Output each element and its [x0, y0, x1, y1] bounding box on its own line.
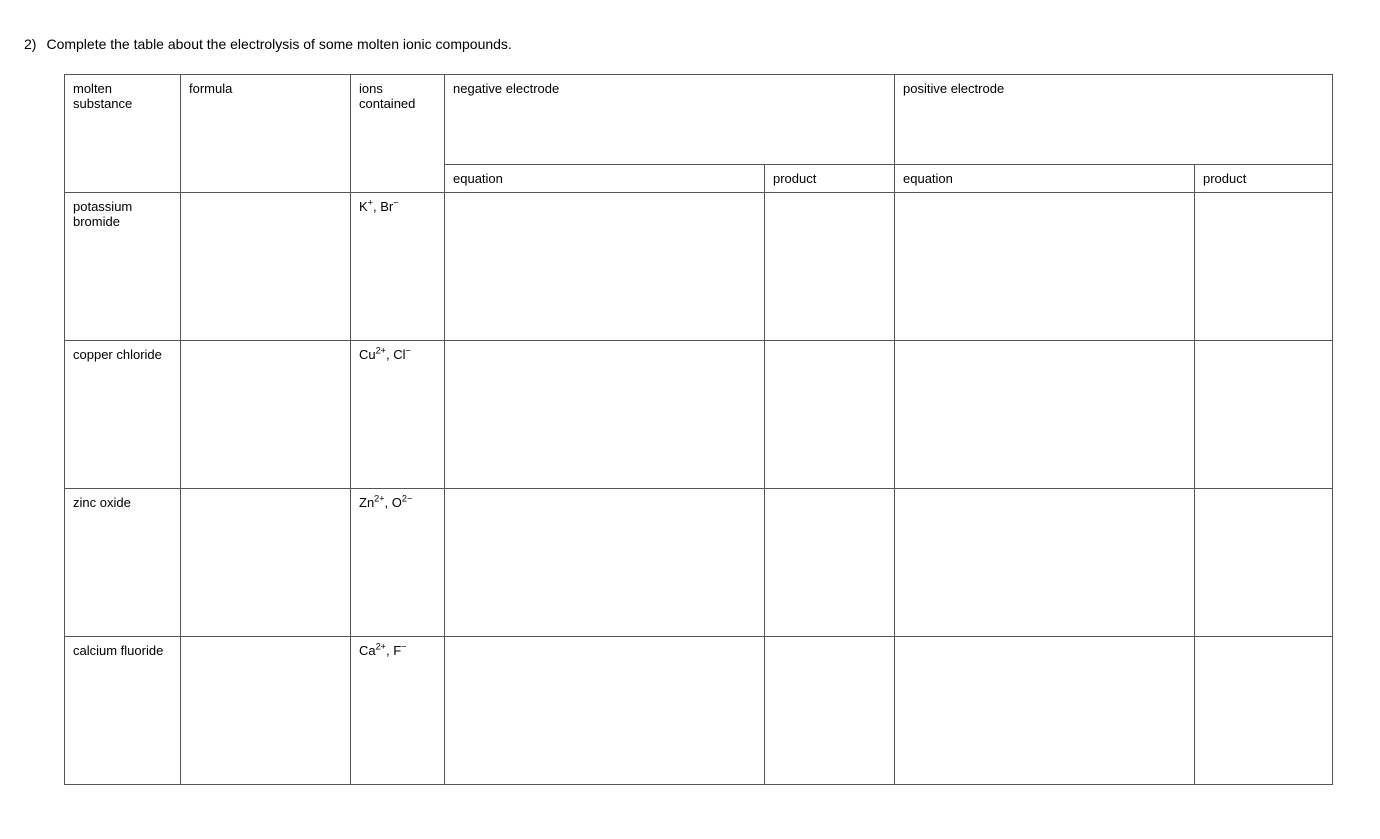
cell-substance: copper chloride — [65, 341, 181, 489]
cell-pos-product[interactable] — [1195, 489, 1333, 637]
col-header-pos-equation: equation — [895, 165, 1195, 193]
cell-neg-equation[interactable] — [445, 637, 765, 785]
cell-neg-equation[interactable] — [445, 341, 765, 489]
col-header-neg-equation: equation — [445, 165, 765, 193]
cell-neg-equation[interactable] — [445, 489, 765, 637]
worksheet-page: 2) Complete the table about the electrol… — [0, 0, 1380, 809]
cell-neg-equation[interactable] — [445, 193, 765, 341]
cell-formula[interactable] — [181, 637, 351, 785]
electrolysis-table: molten substance formula ions contained … — [64, 74, 1333, 785]
question-text: Complete the table about the electrolysi… — [46, 36, 511, 52]
question-number: 2) — [24, 36, 36, 52]
cell-neg-product[interactable] — [765, 193, 895, 341]
cell-pos-equation[interactable] — [895, 193, 1195, 341]
cell-formula[interactable] — [181, 341, 351, 489]
cell-pos-equation[interactable] — [895, 637, 1195, 785]
cell-neg-product[interactable] — [765, 341, 895, 489]
question-prompt: 2) Complete the table about the electrol… — [24, 36, 1356, 52]
cell-pos-product[interactable] — [1195, 193, 1333, 341]
col-header-ions-contained: ions contained — [351, 75, 445, 193]
table-header-row-top: molten substance formula ions contained … — [65, 75, 1333, 165]
table-row: copper chloride Cu2+, Cl− — [65, 341, 1333, 489]
col-header-neg-product: product — [765, 165, 895, 193]
col-header-pos-product: product — [1195, 165, 1333, 193]
cell-substance: potassium bromide — [65, 193, 181, 341]
cell-pos-product[interactable] — [1195, 637, 1333, 785]
cell-pos-equation[interactable] — [895, 489, 1195, 637]
col-header-positive-electrode: positive electrode — [895, 75, 1333, 165]
cell-ions: Zn2+, O2− — [351, 489, 445, 637]
cell-ions: K+, Br− — [351, 193, 445, 341]
col-header-molten-substance: molten substance — [65, 75, 181, 193]
cell-substance: calcium fluoride — [65, 637, 181, 785]
table-row: potassium bromide K+, Br− — [65, 193, 1333, 341]
cell-substance: zinc oxide — [65, 489, 181, 637]
col-header-negative-electrode: negative electrode — [445, 75, 895, 165]
cell-neg-product[interactable] — [765, 637, 895, 785]
cell-formula[interactable] — [181, 193, 351, 341]
cell-neg-product[interactable] — [765, 489, 895, 637]
table-row: zinc oxide Zn2+, O2− — [65, 489, 1333, 637]
cell-pos-product[interactable] — [1195, 341, 1333, 489]
cell-pos-equation[interactable] — [895, 341, 1195, 489]
col-header-formula: formula — [181, 75, 351, 193]
table-row: calcium fluoride Ca2+, F− — [65, 637, 1333, 785]
cell-ions: Ca2+, F− — [351, 637, 445, 785]
cell-ions: Cu2+, Cl− — [351, 341, 445, 489]
cell-formula[interactable] — [181, 489, 351, 637]
